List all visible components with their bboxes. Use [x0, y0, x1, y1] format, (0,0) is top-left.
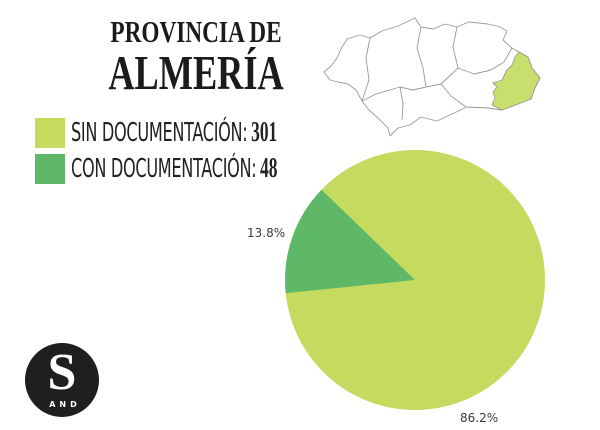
- legend-swatch-sin-documentacion: [35, 118, 65, 148]
- pie-label-sin-pct: 86.2%: [460, 411, 499, 425]
- legend-value-con: 48: [260, 153, 278, 184]
- map-almeria-province: [491, 51, 541, 111]
- legend-text-sin: SIN DOCUMENTACIÓN:: [71, 118, 248, 148]
- legend-text-con: CON DOCUMENTACIÓN:: [71, 154, 257, 184]
- sand-logo: S AND: [25, 343, 99, 417]
- pie-label-con-pct: 13.8%: [247, 226, 286, 240]
- legend-label-sin-documentacion: SIN DOCUMENTACIÓN: 301: [71, 117, 278, 149]
- pie-slice-con-documentacion: [285, 189, 415, 294]
- logo-letter-s: S: [47, 344, 77, 401]
- title-line-2: ALMERÍA: [108, 45, 284, 100]
- legend-value-sin: 301: [251, 117, 278, 148]
- logo-sub-and: AND: [49, 400, 81, 409]
- legend-swatch-con-documentacion: [35, 154, 65, 184]
- page-title: PROVINCIA DE ALMERÍA: [40, 14, 352, 100]
- legend-label-con-documentacion: CON DOCUMENTACIÓN: 48: [71, 153, 278, 185]
- map-province-borders: [361, 26, 513, 121]
- title-line-1: PROVINCIA DE: [110, 14, 282, 49]
- map-outlines: [323, 17, 541, 137]
